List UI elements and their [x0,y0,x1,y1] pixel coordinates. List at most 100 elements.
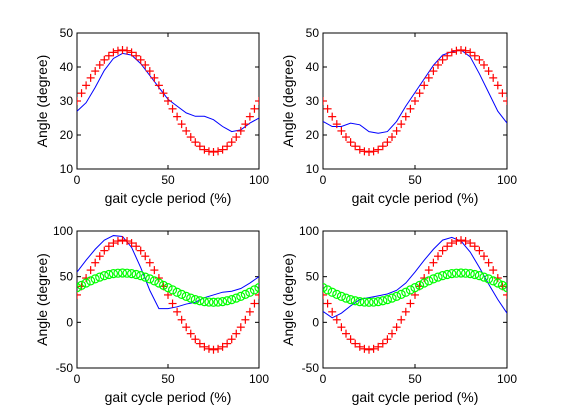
plus-marker [415,89,424,98]
plus-marker [470,242,479,251]
plus-marker [365,345,373,354]
plus-marker [493,81,502,90]
plus-marker [104,242,113,251]
plus-marker [250,104,259,113]
plus-marker [150,266,159,275]
plus-marker [461,237,470,246]
x-tick-label: 0 [74,372,81,386]
plus-marker [480,252,488,261]
plus-marker [434,252,442,261]
circle-marker [378,296,388,306]
plus-marker [227,335,236,344]
y-tick-label: 40 [306,60,320,74]
plus-marker [77,89,86,98]
circle-marker [231,293,241,303]
x-tick-label: 50 [408,173,422,187]
circle-marker [131,269,141,280]
circle-marker [190,294,200,305]
circle-marker [136,271,146,281]
circle-marker [327,287,337,297]
circle-marker [323,283,328,293]
plus-marker [342,133,350,142]
y-tick-label: 30 [306,94,320,108]
circle-marker [167,285,178,295]
plus-marker [145,67,154,76]
circle-marker [140,272,150,282]
plus-marker [91,67,100,76]
circle-marker [117,268,128,278]
plus-marker [200,145,209,154]
plus-marker [489,73,498,82]
circle-marker [387,293,397,303]
plus-marker [173,307,182,316]
plus-marker [209,345,218,354]
plus-marker [438,55,447,64]
series-line-measured [323,49,507,134]
plus-marker [374,342,383,351]
plot-area [77,46,259,156]
circle-marker [419,278,429,288]
circle-marker [218,297,228,307]
plus-marker [245,307,254,316]
series-line-measured [77,235,259,310]
circle-marker [95,272,105,282]
plus-marker [355,342,364,351]
plus-marker [223,142,232,151]
plus-marker [232,329,241,338]
plot-area [323,46,507,156]
y-tick-label: 50 [60,26,74,40]
x-tick-label: 0 [320,372,327,386]
subplot-2: 0 50 100 10 20 30 40 50 gait cycle period (%) Ang… [280,26,517,206]
plus-marker [434,60,442,69]
circle-marker [177,289,187,299]
circle-marker [364,297,374,307]
plus-marker [191,138,200,147]
plus-marker [218,342,227,351]
plus-marker [392,126,401,135]
plus-marker [204,147,213,156]
circle-marker [502,283,507,293]
plus-marker [397,120,406,129]
y-tick-label: 0 [312,315,319,329]
plus-marker [420,274,429,283]
x-tick-label: 50 [161,372,175,386]
plus-marker [100,55,109,64]
plus-marker [241,315,250,324]
circle-marker [405,285,415,295]
plus-marker [191,335,200,344]
plus-marker [374,145,383,154]
circle-marker [401,287,411,297]
circle-marker [433,272,443,282]
x-tick-label: 0 [320,173,327,187]
plus-marker [447,48,456,57]
plus-marker [332,120,341,129]
plus-marker [255,290,259,299]
circle-marker [254,283,259,293]
y-tick-label: 50 [306,26,320,40]
plus-marker [168,299,177,308]
circle-marker [108,269,119,279]
y-tick-label: 20 [60,128,74,142]
plus-marker [186,329,195,338]
circle-marker [86,276,96,286]
plus-marker [323,290,327,299]
plus-marker [136,55,145,64]
plus-marker [420,81,429,90]
plus-marker [392,323,401,332]
plus-marker [113,46,122,55]
plus-marker [323,299,332,308]
plus-marker [484,258,493,267]
plus-marker [132,242,141,251]
circle-marker [122,268,132,278]
plus-marker [200,342,209,351]
plus-marker [204,344,213,353]
y-axis-label: Angle (degree) [280,55,296,148]
circle-marker [341,293,351,303]
plus-marker [443,51,452,60]
plus-marker [461,46,470,55]
y-axis-label: Angle (degree) [280,253,296,346]
x-axis-label: gait cycle period (%) [105,190,232,206]
plus-marker [177,315,186,324]
plus-marker [86,266,95,275]
